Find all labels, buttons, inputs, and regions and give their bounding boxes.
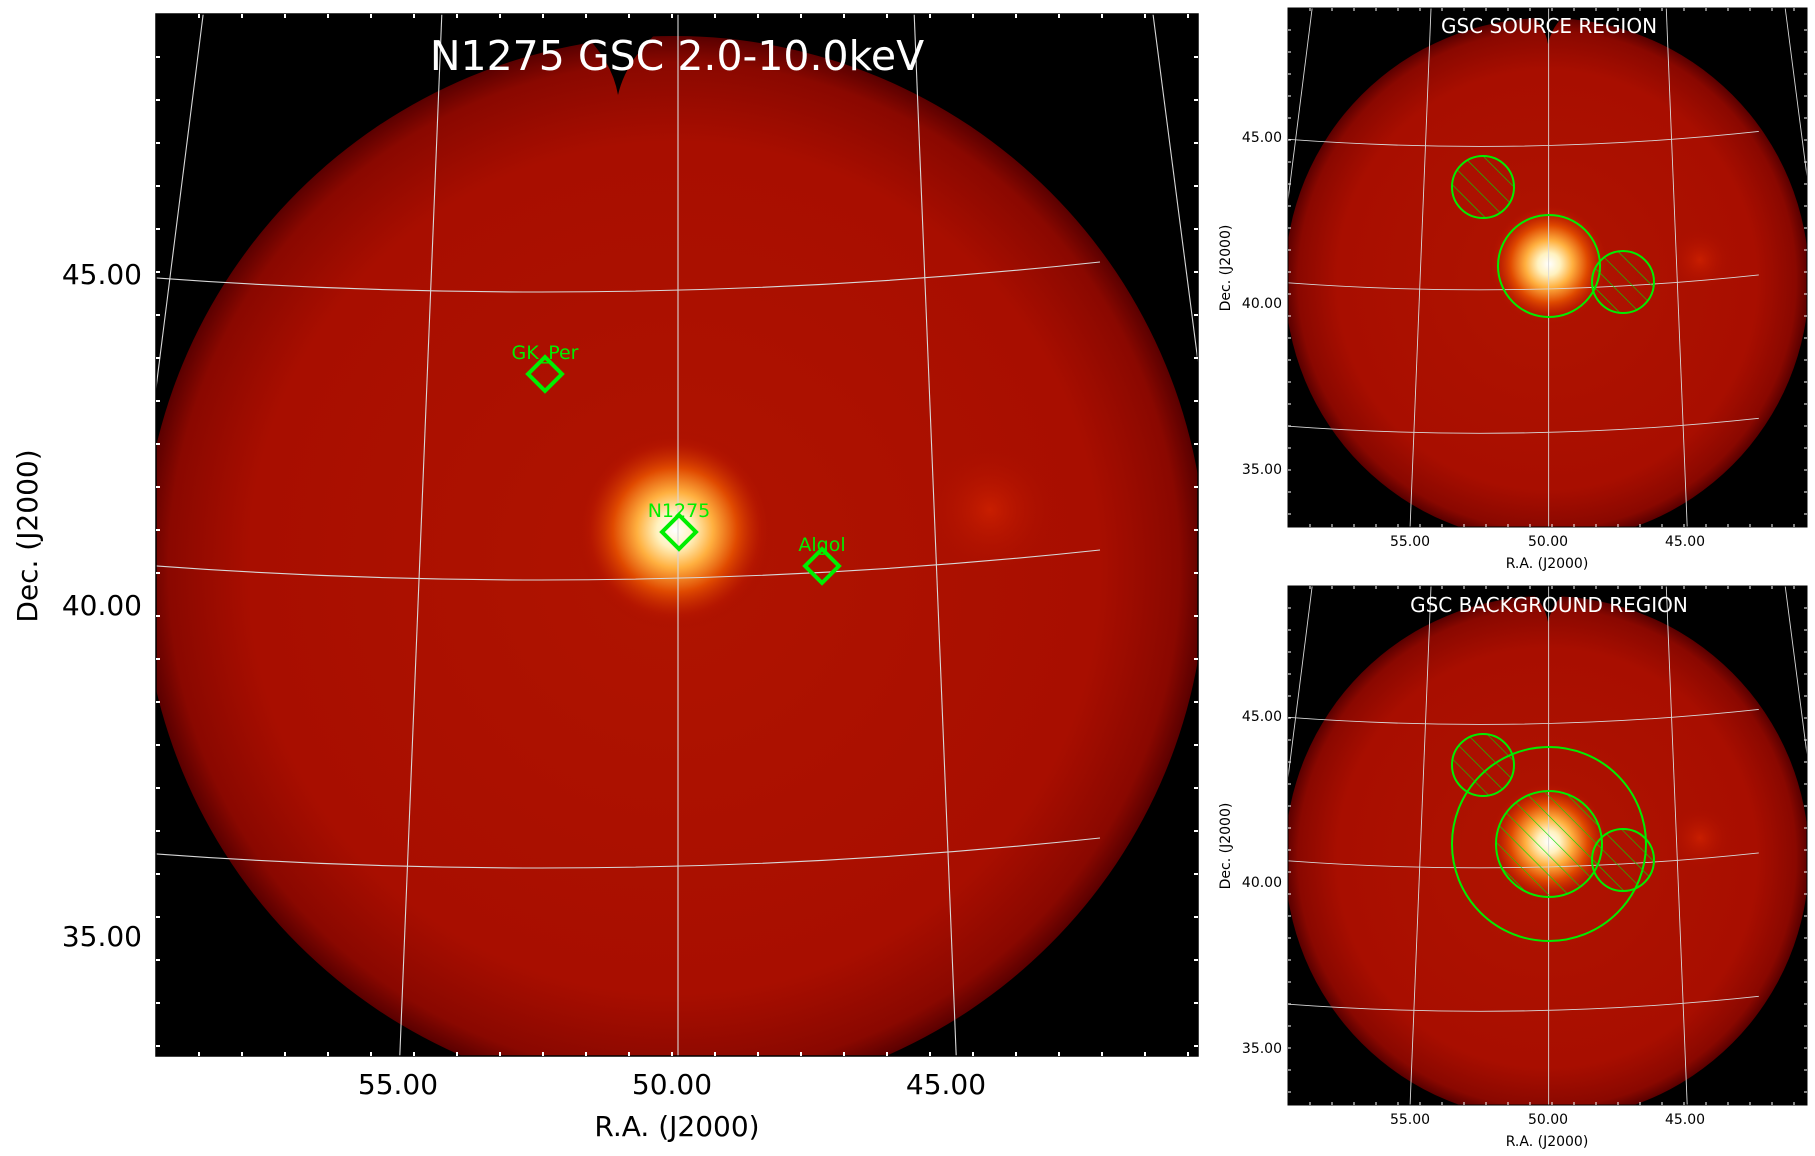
dec-grid-line	[1288, 274, 1759, 291]
bg-y-tick-label: 45.00	[1242, 709, 1282, 725]
src-x-tick-label: 45.00	[1665, 534, 1705, 550]
main-notch	[580, 30, 660, 95]
ra-grid-line	[1665, 586, 1688, 1105]
src-excluded-region-gk-per	[1451, 155, 1515, 219]
dec-grid-line	[156, 261, 1101, 293]
ra-grid-line	[156, 14, 204, 393]
bg-x-tick-label: 50.00	[1528, 1112, 1568, 1128]
src-title: GSC SOURCE REGION	[1441, 14, 1657, 38]
main-x-tick-label: 50.00	[632, 1068, 712, 1101]
ra-grid-line	[1409, 8, 1432, 527]
background-region-panel: GSC BACKGROUND REGION 55.00 50.00 45.00 …	[1218, 585, 1808, 1150]
diamond-icon	[659, 512, 699, 552]
diamond-icon	[802, 546, 842, 586]
main-y-tick-label: 40.00	[62, 589, 142, 622]
bg-excluded-region-gk-per	[1451, 733, 1515, 797]
diamond-icon	[525, 354, 565, 394]
src-x-tick-label: 55.00	[1390, 534, 1430, 550]
src-notch	[1530, 14, 1566, 44]
src-y-tick-label: 35.00	[1242, 462, 1282, 478]
ra-grid-line	[1288, 8, 1313, 204]
main-grid	[156, 14, 1198, 1056]
ra-grid-line	[1409, 586, 1432, 1105]
source-marker-algol: Algol	[798, 534, 846, 586]
bg-faint-source	[1666, 804, 1734, 872]
bg-map	[1288, 586, 1807, 1105]
ra-grid-line	[1784, 8, 1807, 181]
src-x-axis-label: R.A. (J2000)	[1506, 556, 1589, 572]
bg-y-tick-label: 35.00	[1242, 1041, 1282, 1057]
bg-x-axis-label: R.A. (J2000)	[1506, 1134, 1589, 1150]
dec-grid-line	[1288, 709, 1759, 725]
bg-frame-ticks	[1288, 586, 1807, 1105]
src-y-tick-label: 45.00	[1242, 130, 1282, 146]
main-y-tick-label: 45.00	[62, 258, 142, 291]
main-y-axis-label: Dec. (J2000)	[11, 449, 44, 622]
bg-y-tick-label: 40.00	[1242, 875, 1282, 891]
ra-grid-line	[913, 14, 957, 1056]
main-x-tick-label: 55.00	[358, 1068, 438, 1101]
main-x-tick-label: 45.00	[906, 1068, 986, 1101]
bg-x-tick-label: 45.00	[1665, 1112, 1705, 1128]
src-grid	[1288, 8, 1807, 527]
dec-grid-line	[1288, 852, 1759, 869]
main-title: N1275 GSC 2.0-10.0keV	[430, 32, 924, 80]
src-map	[1288, 8, 1807, 527]
source-marker-gk-per: GK_Per	[512, 342, 579, 394]
src-y-tick-label: 40.00	[1242, 296, 1282, 312]
bg-frame	[1287, 585, 1808, 1106]
main-faint-source	[920, 440, 1060, 580]
ra-grid-line	[1784, 586, 1807, 759]
dec-grid-line	[156, 837, 1101, 869]
ra-grid-line	[1152, 14, 1198, 367]
main-source-markers: GK_Per N1275 Algol	[512, 342, 846, 586]
source-label-algol: Algol	[798, 534, 845, 556]
bg-excluded-region-algol	[1591, 828, 1655, 892]
ra-grid-line	[1288, 586, 1313, 782]
bg-x-tick-label: 55.00	[1390, 1112, 1430, 1128]
source-marker-n1275: N1275	[648, 500, 711, 552]
main-bright-source	[575, 430, 775, 630]
dec-grid-line	[156, 549, 1101, 581]
bg-grid	[1288, 586, 1807, 1105]
dec-grid-line	[1288, 131, 1759, 147]
source-region-panel: GSC SOURCE REGION 55.00 50.00 45.00 45.0…	[1218, 7, 1808, 572]
dec-grid-line	[1288, 995, 1759, 1012]
main-frame-ticks	[156, 14, 1198, 1056]
src-y-axis-label: Dec. (J2000)	[1218, 225, 1234, 312]
source-label-n1275: N1275	[648, 500, 711, 522]
bg-y-axis-label: Dec. (J2000)	[1218, 803, 1234, 890]
main-y-tick-label: 35.00	[62, 920, 142, 953]
main-x-axis-label: R.A. (J2000)	[594, 1110, 759, 1143]
src-x-tick-label: 50.00	[1528, 534, 1568, 550]
main-frame	[155, 13, 1199, 1057]
bg-notch	[1530, 592, 1566, 622]
src-frame-ticks	[1288, 8, 1807, 527]
src-frame	[1287, 7, 1808, 528]
main-panel: N1275 GSC 2.0-10.0keV GK_Per N1275 Algol…	[11, 13, 1199, 1143]
dec-grid-line	[1288, 417, 1759, 434]
bg-title: GSC BACKGROUND REGION	[1410, 593, 1688, 617]
src-faint-source	[1666, 226, 1734, 294]
ra-grid-line	[1665, 8, 1688, 527]
bg-excluded-region-n1275	[1495, 790, 1603, 898]
source-label-gk-per: GK_Per	[512, 342, 579, 364]
ra-grid-line	[399, 14, 443, 1056]
src-excluded-region-algol	[1591, 250, 1655, 314]
